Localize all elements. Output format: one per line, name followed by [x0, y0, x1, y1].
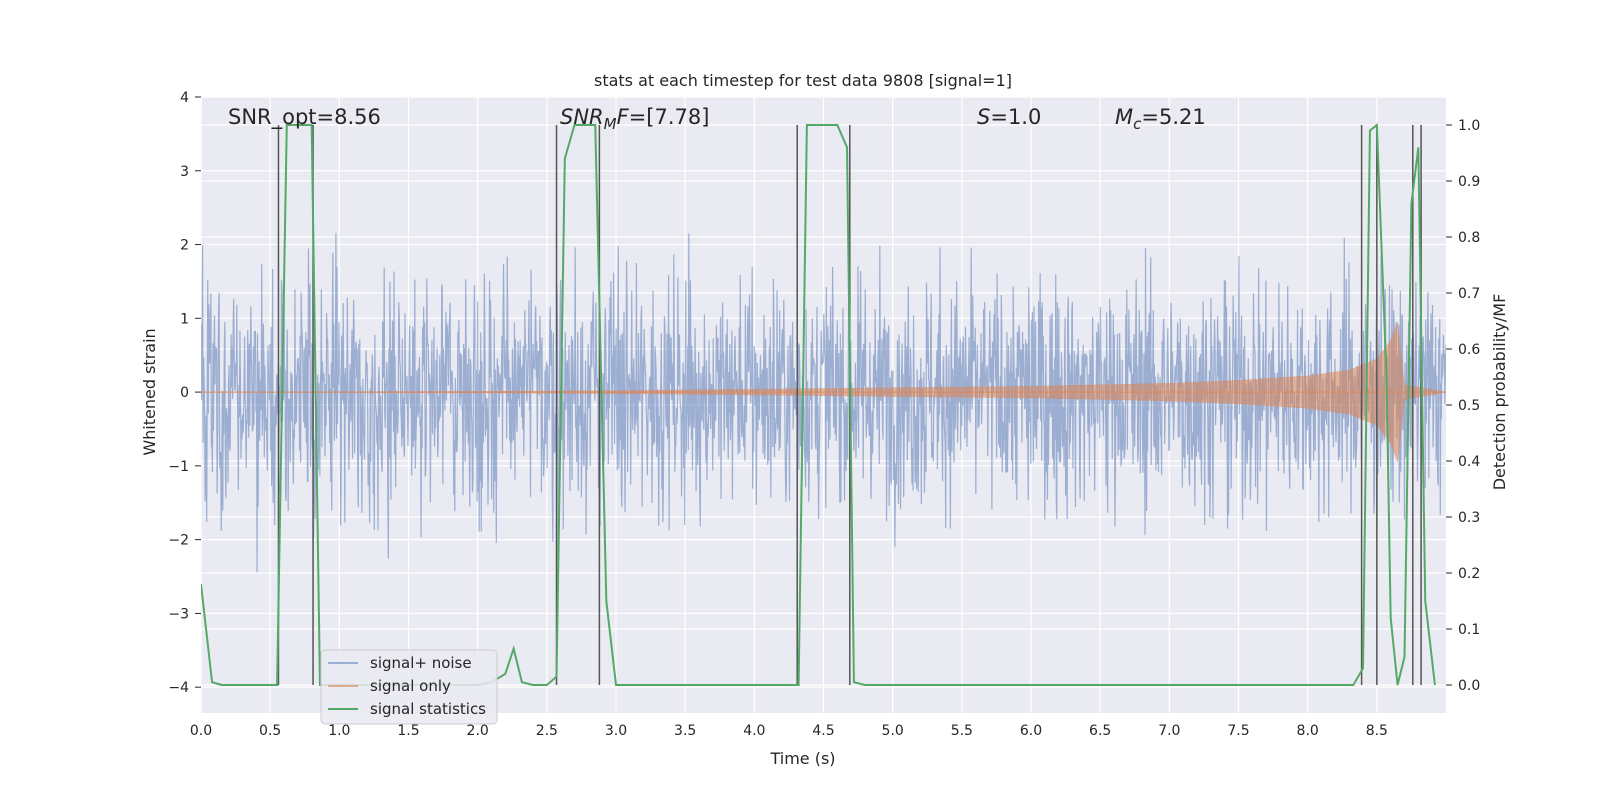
x-axis-label: Time (s): [769, 749, 835, 768]
y-tick-label: 1: [180, 311, 189, 327]
series-signal-only: [201, 321, 1446, 463]
y2-tick-label: 0.0: [1458, 678, 1480, 694]
x-tick-label: 7.5: [1227, 723, 1249, 739]
legend-label-signal-only: signal only: [370, 677, 451, 695]
y2-tick-label: 0.3: [1458, 510, 1480, 526]
y2-tick-label: 0.5: [1458, 398, 1480, 414]
x-tick-label: 2.0: [467, 723, 489, 739]
series-signal-noise: [201, 233, 1446, 573]
annotation-snr-mf: SNRMF=[7.78]: [560, 105, 709, 133]
x-tick-label: 0.0: [190, 723, 212, 739]
y-axis-right: 1.0 0.9 0.8 0.7 0.6 0.5 0.4 0.3 0.2 0.1 0.0: [1446, 118, 1480, 694]
vertical-markers: [277, 125, 1422, 685]
annotation-s: S=1.0: [977, 105, 1041, 129]
x-tick-label: 7.0: [1158, 723, 1180, 739]
legend: signal+ noise signal only signal statist…: [320, 649, 498, 725]
x-tick-label: 2.5: [536, 723, 558, 739]
y-tick-label: −3: [168, 606, 189, 622]
x-tick-label: 8.5: [1366, 723, 1388, 739]
x-axis: 0.0 0.5 1.0 1.5 2.0 2.5 3.0 3.5 4.0 4.5 5.0 5.5 6.0 6…: [190, 723, 1388, 739]
x-tick-label: 1.5: [397, 723, 419, 739]
y-axis-left: 4 3 2 1 0 −1 −2 −3 −4: [168, 90, 201, 696]
y-tick-label: 4: [180, 90, 189, 106]
x-tick-label: 6.5: [1089, 723, 1111, 739]
legend-label-signal-statistics: signal statistics: [370, 700, 486, 718]
x-tick-label: 4.5: [812, 723, 834, 739]
y-tick-label: 3: [180, 164, 189, 180]
y2-tick-label: 0.6: [1458, 342, 1480, 358]
y-tick-label: 0: [180, 385, 189, 401]
chart-title: stats at each timestep for test data 980…: [594, 71, 1012, 90]
noise-trace: [201, 233, 1446, 573]
y2-tick-label: 0.9: [1458, 174, 1480, 190]
legend-box: [320, 649, 498, 725]
legend-label-signal-noise: signal+ noise: [370, 654, 472, 672]
y2-tick-label: 0.8: [1458, 230, 1480, 246]
y-tick-label: −2: [168, 533, 189, 549]
y-tick-label: −4: [168, 680, 189, 696]
x-tick-label: 3.5: [674, 723, 696, 739]
x-tick-label: 5.5: [951, 723, 973, 739]
y2-tick-label: 0.4: [1458, 454, 1480, 470]
x-tick-label: 0.5: [259, 723, 281, 739]
x-tick-label: 1.0: [328, 723, 350, 739]
x-tick-label: 4.0: [743, 723, 765, 739]
y2-tick-label: 0.1: [1458, 622, 1480, 638]
x-tick-label: 8.0: [1297, 723, 1319, 739]
x-tick-label: 5.0: [882, 723, 904, 739]
y-tick-label: 2: [180, 238, 189, 254]
y2-tick-label: 1.0: [1458, 118, 1480, 134]
y2-tick-label: 0.2: [1458, 566, 1480, 582]
y2-tick-label: 0.7: [1458, 286, 1480, 302]
y-axis-label: Whitened strain: [140, 328, 159, 455]
annotation-snr-opt: SNR_opt=8.56: [228, 105, 381, 130]
x-tick-label: 6.0: [1020, 723, 1042, 739]
annotation-mc: Mc=5.21: [1115, 105, 1206, 133]
y2-axis-label: Detection probability/MF: [1490, 294, 1509, 491]
y-tick-label: −1: [168, 459, 189, 475]
x-tick-label: 3.0: [605, 723, 627, 739]
